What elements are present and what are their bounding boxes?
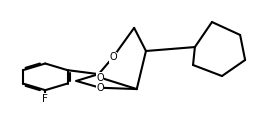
Text: F: F <box>42 94 48 104</box>
Text: O: O <box>96 72 104 83</box>
Text: O: O <box>109 52 117 62</box>
Text: O: O <box>96 83 104 93</box>
